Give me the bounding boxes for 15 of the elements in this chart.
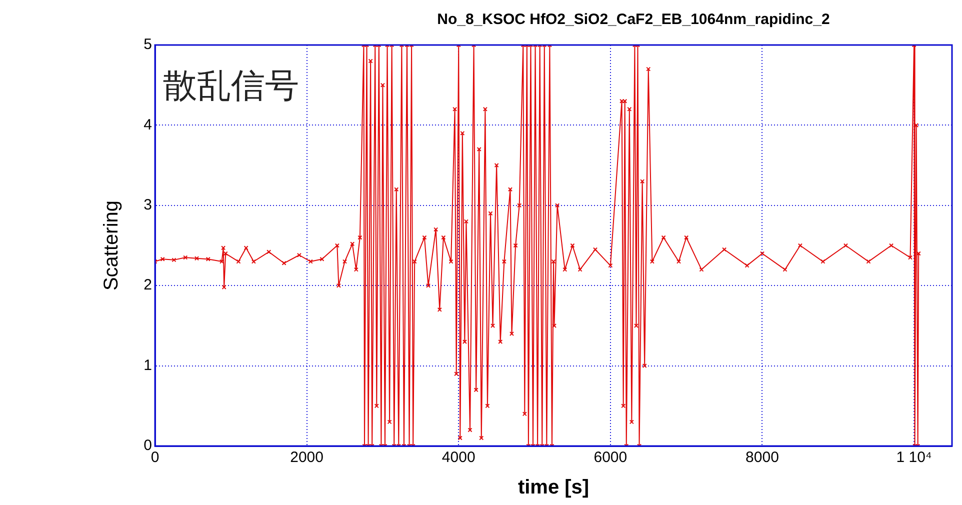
- x-tick-label: 2000: [290, 449, 324, 466]
- x-tick-label: 1 10⁴: [896, 449, 932, 466]
- y-tick-label: 5: [144, 36, 152, 54]
- chart-title: No_8_KSOC HfO2_SiO2_CaF2_EB_1064nm_rapidinc_2: [437, 11, 830, 28]
- y-tick-label: 2: [144, 276, 152, 294]
- y-tick-label: 0: [144, 437, 152, 454]
- y-tick-label: 1: [144, 356, 152, 374]
- y-tick-label: 4: [144, 116, 152, 134]
- y-tick-label: 3: [144, 196, 152, 214]
- annotation: 散乱信号: [163, 66, 299, 106]
- x-tick-label: 8000: [746, 449, 779, 466]
- x-axis-title: time [s]: [518, 476, 590, 499]
- y-axis-title: Scattering: [100, 200, 123, 291]
- x-tick-label: 6000: [594, 449, 628, 466]
- x-tick-label: 4000: [442, 449, 476, 466]
